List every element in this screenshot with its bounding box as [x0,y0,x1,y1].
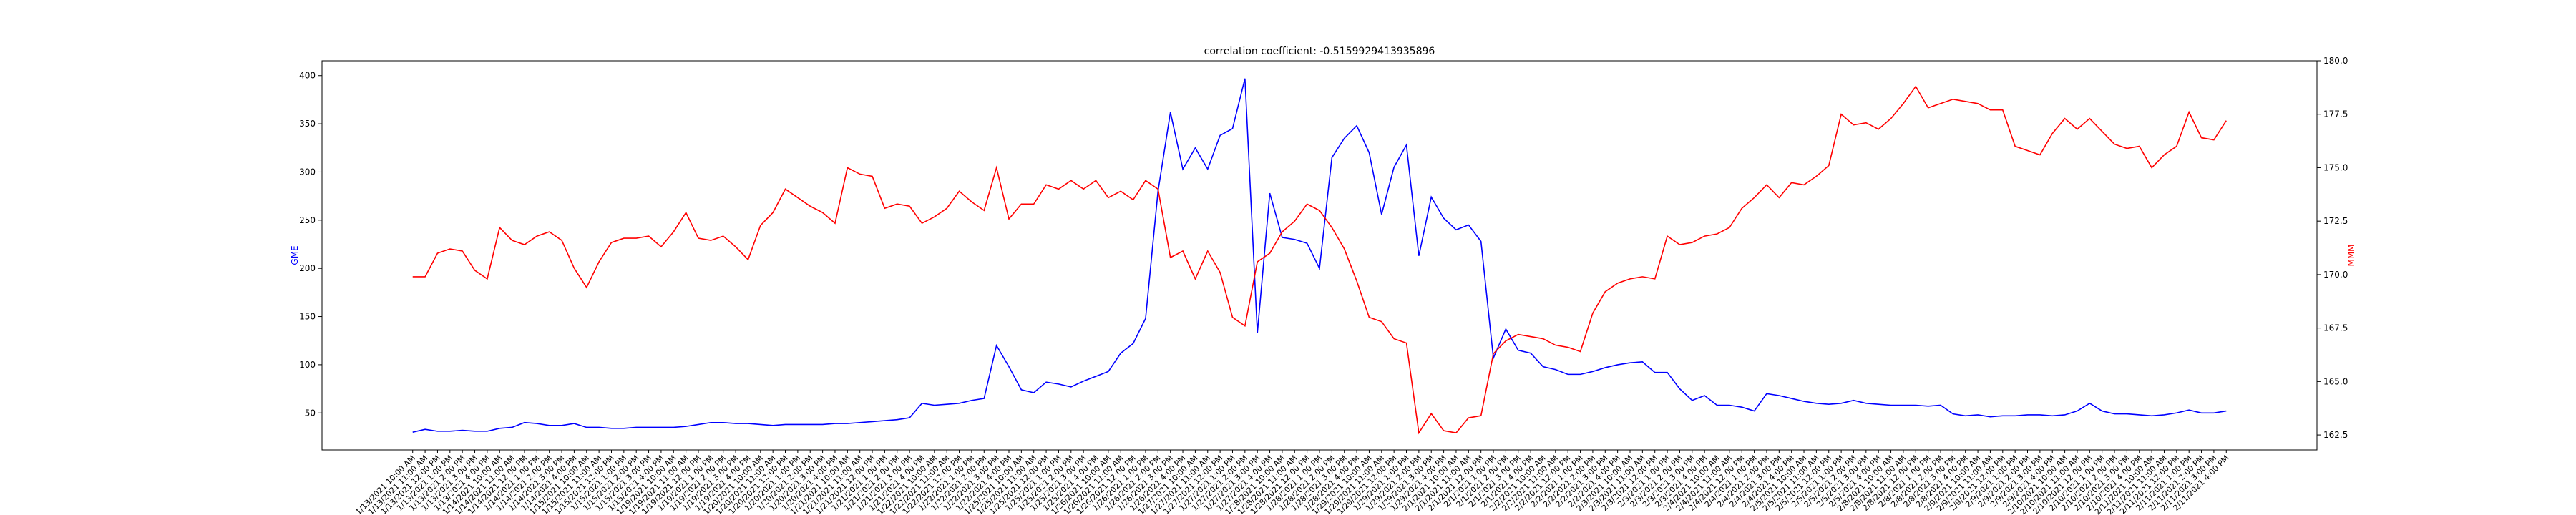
y2-axis-label: MMM [2346,244,2356,266]
y2-tick-label: 165.0 [2323,376,2348,386]
y2-tick-label: 162.5 [2323,430,2348,440]
y2-tick-label: 172.5 [2323,216,2348,226]
y2-tick-label: 170.0 [2323,270,2348,280]
y-tick-label: 350 [299,119,316,129]
y-tick-label: 250 [299,215,316,225]
series-line [412,85,2227,435]
chart-title: correlation coefficient: -0.515992941393… [1204,46,1435,57]
y-tick-label: 400 [299,71,316,81]
plot-frame [321,60,2318,451]
y-tick-label: 300 [299,167,316,177]
y-axis-label: GME [290,245,300,265]
y-tick-label: 150 [299,312,316,322]
y-tick-label: 200 [299,263,316,273]
y2-tick-label: 167.5 [2323,323,2348,333]
y2-tick-label: 175.0 [2323,162,2348,172]
series-line [412,78,2227,433]
y2-tick-label: 177.5 [2323,109,2348,119]
y2-tick-label: 180.0 [2323,56,2348,66]
y-tick-label: 100 [299,360,316,370]
y-tick-label: 50 [305,408,316,418]
